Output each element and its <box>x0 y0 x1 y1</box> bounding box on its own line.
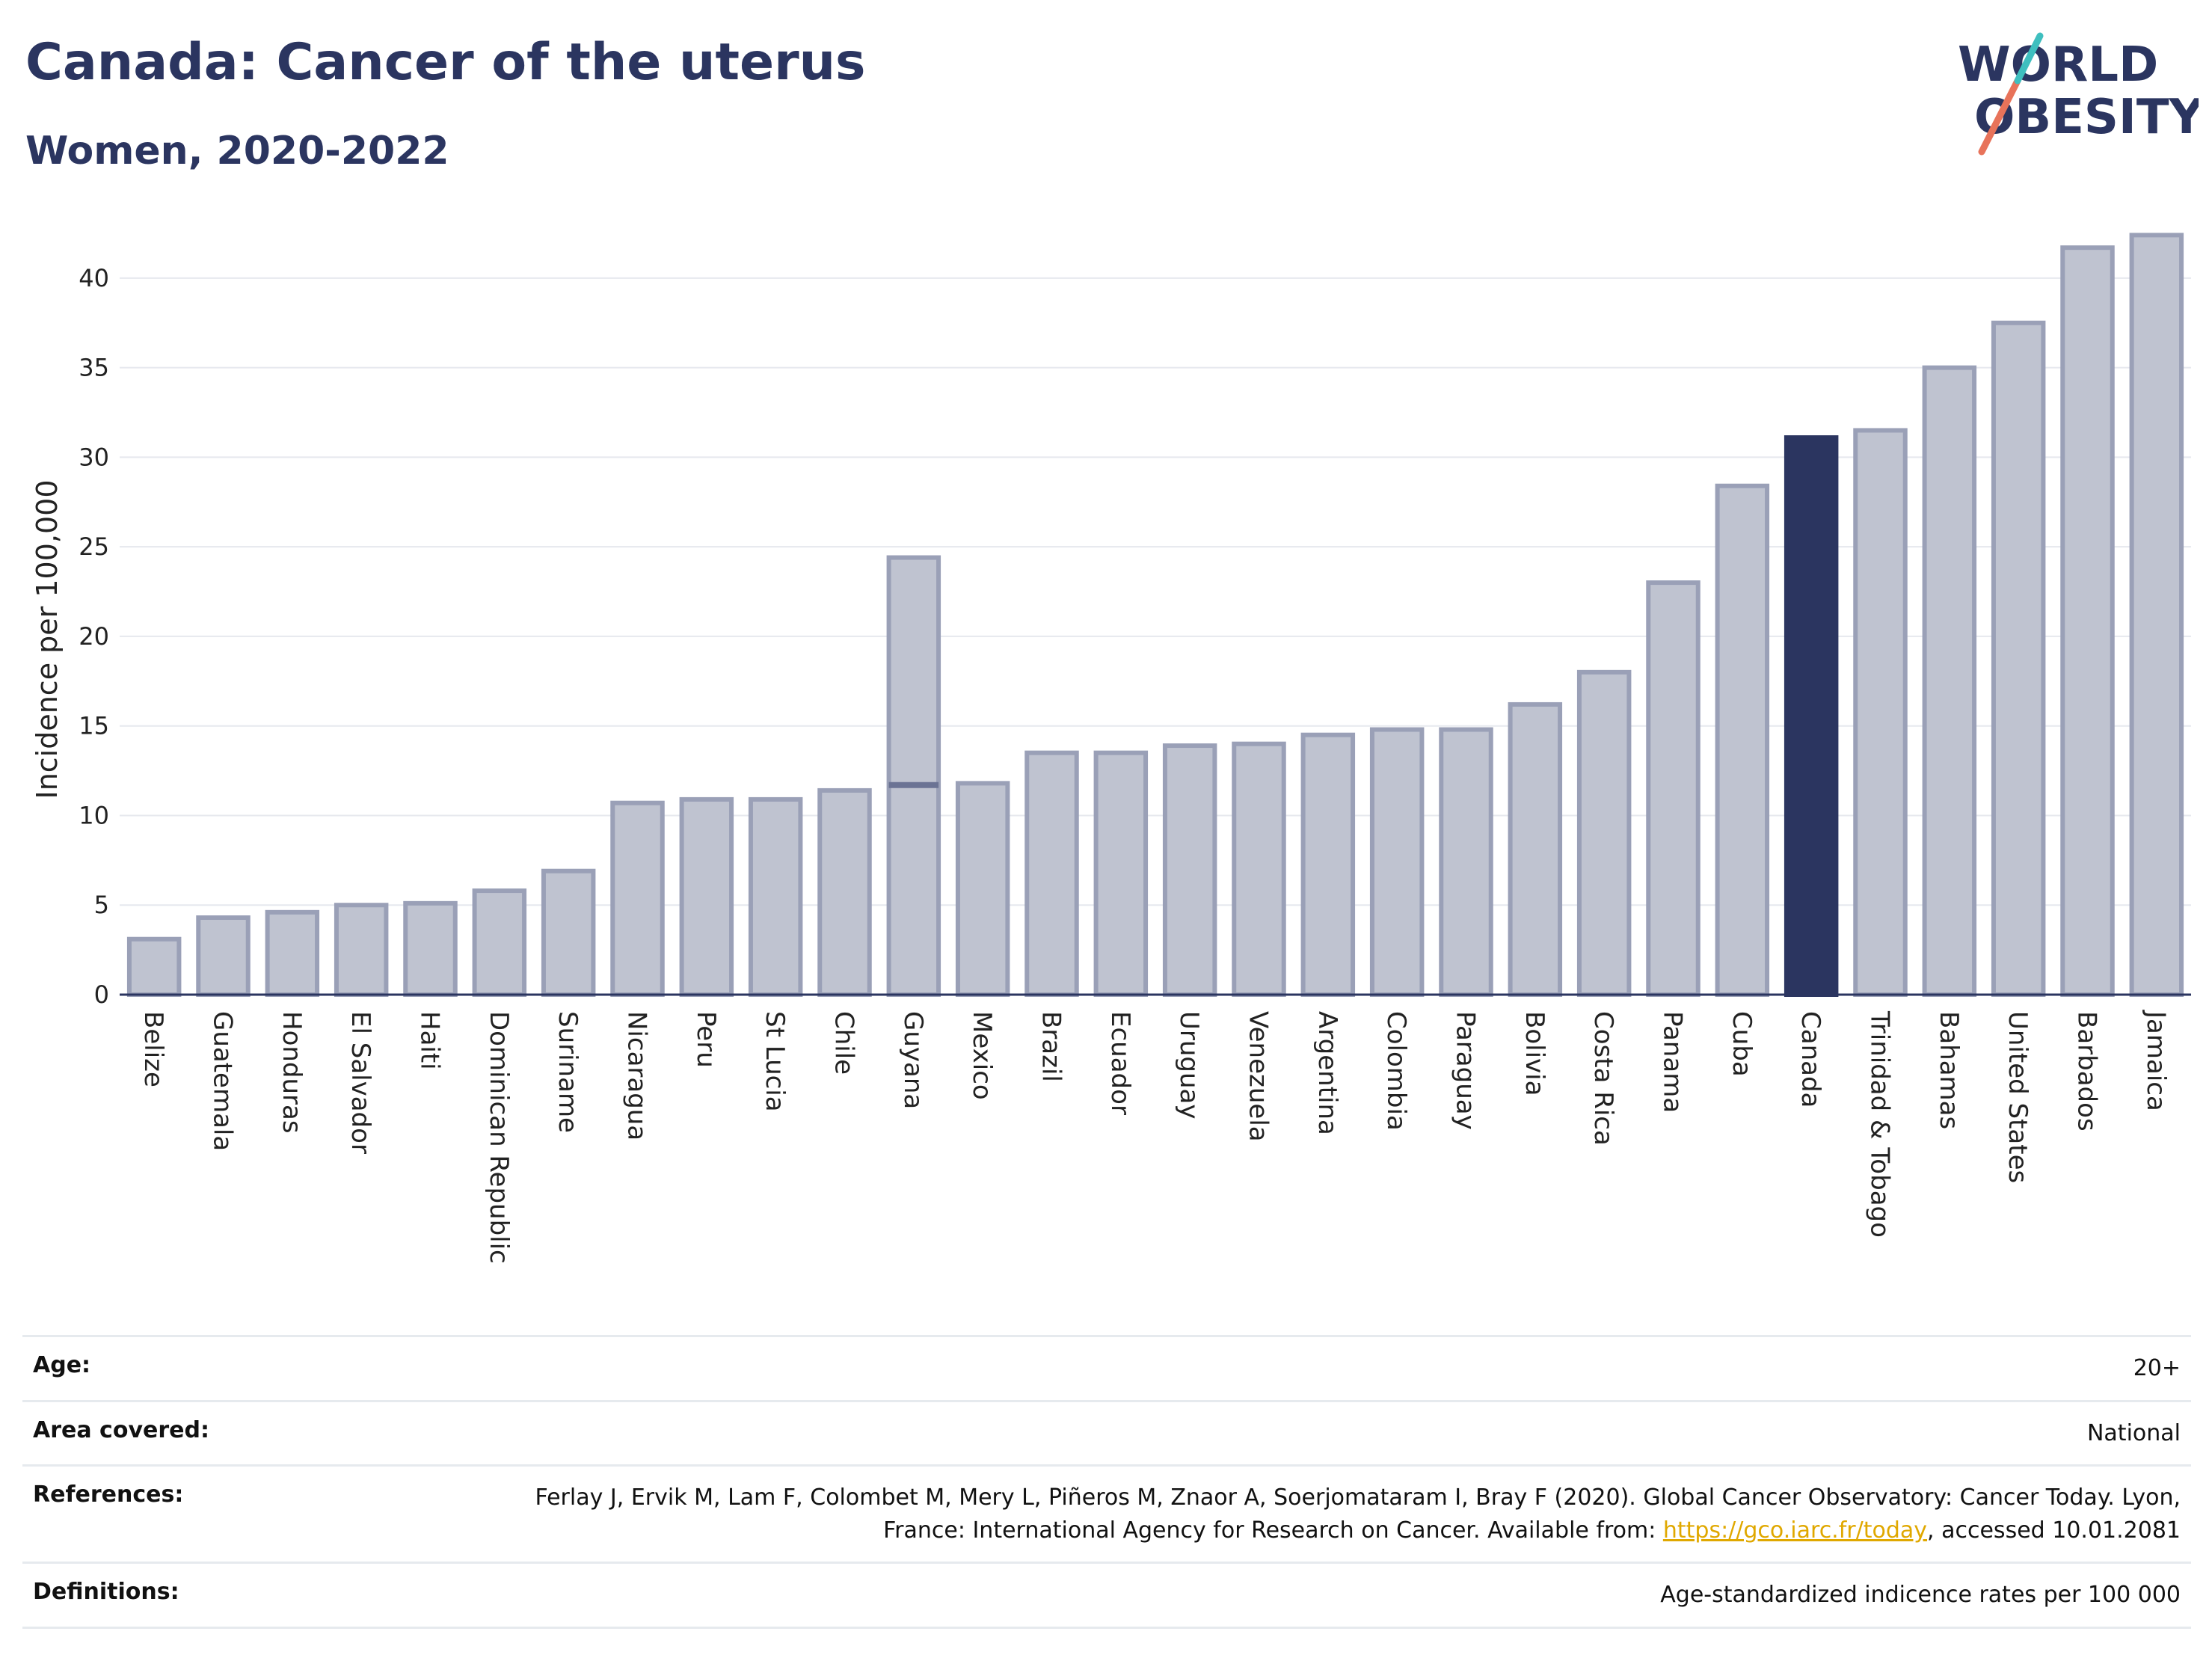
y-tick-label: 15 <box>79 712 109 740</box>
y-tick-label: 20 <box>79 622 109 651</box>
x-tick-label: Mexico <box>967 1011 997 1100</box>
area-value: National <box>2086 1419 2181 1446</box>
bar-argentina <box>1300 732 1356 998</box>
bar-honduras <box>265 909 320 998</box>
x-tick-label: Paraguay <box>1451 1011 1481 1130</box>
y-tick-label: 0 <box>94 980 109 1009</box>
x-tick-label: Guyana <box>898 1011 928 1109</box>
bar-guyana <box>886 555 941 997</box>
bar-haiti <box>403 900 458 997</box>
definitions-label: Definitions: <box>33 1579 179 1605</box>
bar-suriname <box>541 868 596 998</box>
area-label: Area covered: <box>33 1416 209 1443</box>
references-value: Ferlay J, Ervik M, Lam F, Colombet M, Me… <box>461 1481 2181 1547</box>
x-tick-label: Belize <box>138 1011 168 1087</box>
x-tick-label: Ecuador <box>1105 1011 1135 1115</box>
x-tick-label: Chile <box>829 1011 859 1075</box>
bar-trinidad-tobago <box>1853 428 1908 997</box>
bar-panama <box>1646 580 1701 997</box>
bar-uruguay <box>1162 743 1217 997</box>
x-tick-label: Barbados <box>2072 1011 2102 1132</box>
bar-venezuela <box>1232 741 1286 998</box>
x-tick-label: Honduras <box>277 1011 307 1134</box>
x-tick-label: Jamaica <box>2141 1010 2171 1111</box>
bar-guatemala <box>196 915 251 997</box>
bar-barbados <box>2060 245 2115 997</box>
x-tick-label: Panama <box>1658 1011 1688 1113</box>
x-tick-label: El Salvador <box>345 1011 375 1154</box>
bar-bahamas <box>1922 365 1977 997</box>
x-tick-label: United States <box>2003 1011 2033 1183</box>
references-text: Ferlay J, Ervik M, Lam F, Colombet M, Me… <box>535 1484 2181 1544</box>
x-tick-label: Colombia <box>1381 1011 1411 1131</box>
x-tick-label: Suriname <box>553 1011 583 1133</box>
bar-el-salvador <box>334 903 389 997</box>
x-tick-label: St Lucia <box>760 1011 790 1112</box>
info-row-references: References: Ferlay J, Ervik M, Lam F, Co… <box>22 1464 2191 1562</box>
y-tick-label: 35 <box>79 354 109 382</box>
bar-colombia <box>1369 727 1425 997</box>
logo-slash-teal <box>2014 32 2044 85</box>
chart-subtitle: Women, 2020-2022 <box>25 129 449 174</box>
bar-dominican-republic <box>472 888 527 998</box>
y-tick-label: 40 <box>79 264 109 292</box>
x-tick-label: Nicaragua <box>622 1011 652 1140</box>
bar-cuba <box>1715 483 1770 997</box>
x-tick-label: Trinidad & Tobago <box>1865 1010 1895 1238</box>
bar-canada <box>1784 435 1839 997</box>
x-tick-label: Brazil <box>1036 1011 1066 1082</box>
y-tick-label: 25 <box>79 532 109 561</box>
bar-chile <box>817 787 872 997</box>
chart-title: Canada: Cancer of the uterus <box>25 33 866 92</box>
y-tick-label: 10 <box>79 801 109 829</box>
bar-united-states <box>1991 320 2046 997</box>
age-label: Age: <box>33 1352 91 1378</box>
world-obesity-logo: WORLD OBESITY <box>1958 32 2199 156</box>
bar-belize <box>126 936 182 997</box>
bar-st-lucia <box>748 796 803 997</box>
bar-chart: 0 5 10 15 20 25 30 35 40 Incidence per 100,000 Bel… <box>31 233 2191 1264</box>
bar-bolivia <box>1508 701 1563 997</box>
x-tick-label: Canada <box>1795 1011 1825 1108</box>
bar-peru <box>679 796 734 997</box>
bar-mexico <box>955 781 1010 998</box>
x-tick-label: Guatemala <box>208 1011 238 1151</box>
x-tick-label: Dominican Republic <box>484 1011 514 1264</box>
bar-nicaragua <box>610 800 665 997</box>
x-tick-label: Venezuela <box>1244 1011 1274 1142</box>
x-tick-label: Argentina <box>1312 1011 1342 1135</box>
bar-brazil <box>1024 750 1079 998</box>
references-label: References: <box>33 1481 184 1508</box>
y-tick-label: 5 <box>94 891 109 919</box>
info-row-definitions: Definitions: Age-standardized indicence … <box>22 1562 2191 1629</box>
logo-line1: WORLD <box>1958 37 2158 93</box>
logo-slash-orange <box>1978 77 2021 156</box>
bar-ecuador <box>1093 750 1149 998</box>
x-tick-label: Uruguay <box>1174 1011 1204 1120</box>
x-tick-label: Bolivia <box>1520 1011 1549 1096</box>
x-tick-label: Haiti <box>415 1011 445 1070</box>
x-tick-label: Bahamas <box>1934 1011 1964 1129</box>
info-table: Age: 20+ Area covered: National Referenc… <box>22 1335 2191 1629</box>
y-tick-label: 30 <box>79 443 109 471</box>
bar-jamaica <box>2129 233 2184 998</box>
info-row-area: Area covered: National <box>22 1399 2191 1465</box>
age-value: 20+ <box>2133 1355 2181 1381</box>
bar-costa-rica <box>1576 669 1632 997</box>
definitions-value: Age-standardized indicence rates per 100… <box>1660 1582 2181 1608</box>
info-row-age: Age: 20+ <box>22 1335 2191 1400</box>
x-tick-label: Costa Rica <box>1588 1011 1618 1146</box>
y-axis-label: Incidence per 100,000 <box>31 479 64 799</box>
bar-paraguay <box>1439 727 1493 997</box>
references-link[interactable]: https://gco.iarc.fr/today <box>1662 1517 1928 1544</box>
x-tick-label: Peru <box>691 1011 721 1068</box>
x-tick-label: Cuba <box>1727 1011 1757 1077</box>
references-suffix: , accessed 10.01.2081 <box>1927 1517 2181 1544</box>
